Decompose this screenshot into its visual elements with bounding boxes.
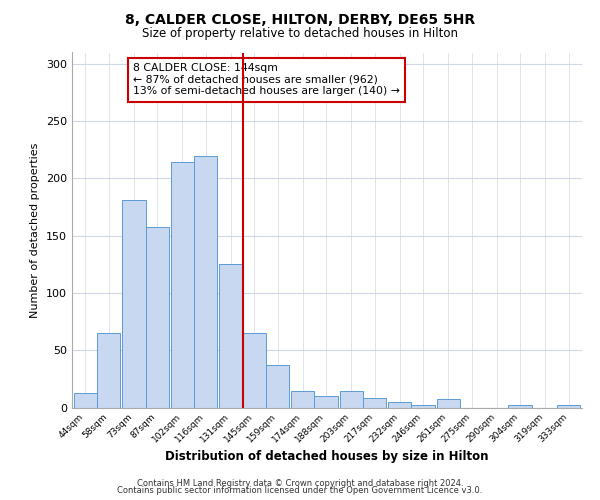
Bar (242, 333, 266, 407)
Bar (340, 392, 363, 407)
Bar (194, 156, 217, 408)
Text: Contains public sector information licensed under the Open Government Licence v3: Contains public sector information licen… (118, 486, 482, 495)
X-axis label: Distribution of detached houses by size in Hilton: Distribution of detached houses by size … (165, 450, 489, 463)
Text: Size of property relative to detached houses in Hilton: Size of property relative to detached ho… (142, 28, 458, 40)
Bar (314, 396, 338, 407)
Bar (219, 264, 242, 408)
Bar (97, 333, 121, 407)
Bar (363, 398, 386, 407)
Bar (266, 365, 289, 408)
Text: 8, CALDER CLOSE, HILTON, DERBY, DE65 5HR: 8, CALDER CLOSE, HILTON, DERBY, DE65 5HR (125, 12, 475, 26)
Bar (122, 200, 146, 408)
Bar (508, 405, 532, 407)
Bar (412, 405, 435, 407)
Bar (146, 226, 169, 408)
Bar (291, 392, 314, 407)
Bar (388, 402, 412, 407)
Text: 8 CALDER CLOSE: 144sqm
← 87% of detached houses are smaller (962)
13% of semi-de: 8 CALDER CLOSE: 144sqm ← 87% of detached… (133, 63, 400, 96)
Bar (437, 400, 460, 407)
Bar (557, 405, 580, 407)
Y-axis label: Number of detached properties: Number of detached properties (31, 142, 40, 318)
Bar (170, 162, 194, 408)
Text: Contains HM Land Registry data © Crown copyright and database right 2024.: Contains HM Land Registry data © Crown c… (137, 478, 463, 488)
Bar (74, 392, 97, 407)
